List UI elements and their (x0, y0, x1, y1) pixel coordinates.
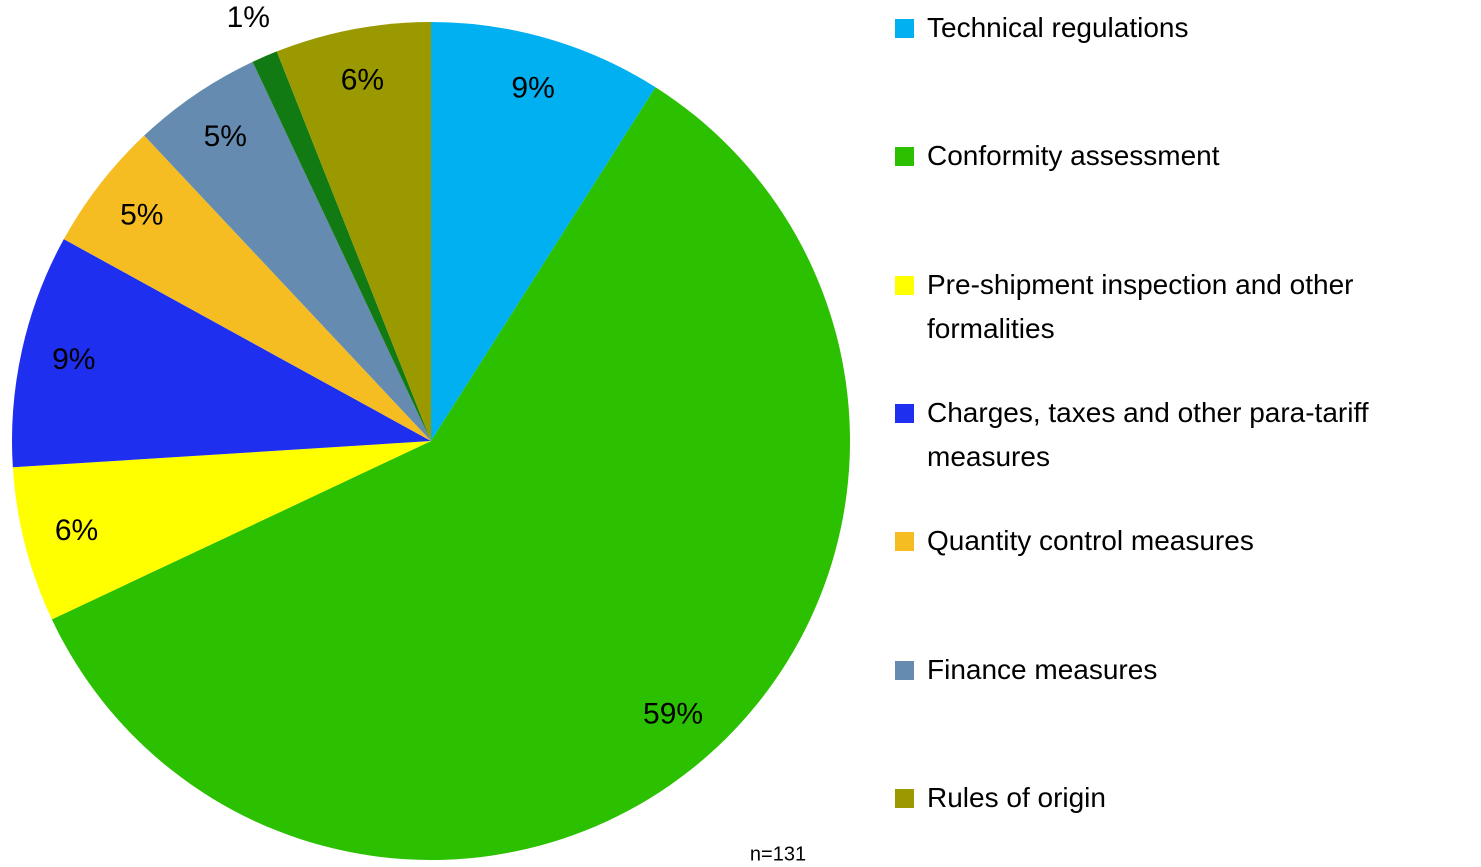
data-label: 1% (227, 1, 270, 34)
legend-entry: Pre-shipment inspection and other formal… (895, 263, 1455, 351)
legend-entry: Conformity assessment (895, 134, 1455, 178)
legend-entry: Finance measures (895, 648, 1455, 692)
pie-slice (63, 135, 431, 442)
legend-swatch (895, 660, 914, 680)
data-label: 9% (52, 343, 95, 376)
legend-swatch (895, 403, 914, 423)
legend-entry: Charges, taxes and other para-tariff mea… (895, 391, 1455, 479)
pie-slice (12, 441, 431, 620)
legend-label: Charges, taxes and other para-tariff mea… (927, 396, 1369, 472)
data-label: 5% (120, 199, 163, 232)
data-label: 6% (341, 63, 384, 96)
annotation: n=131 (750, 843, 806, 865)
legend-label: Quantity control measures (927, 525, 1254, 557)
pie-slice (276, 22, 431, 441)
legend-entry: Quantity control measures (895, 519, 1455, 563)
legend-label: Pre-shipment inspection and other formal… (927, 268, 1354, 344)
legend-swatch (895, 19, 914, 38)
legend-entry: Technical regulations (895, 6, 1455, 50)
pie-slice (252, 51, 431, 442)
data-label: 59% (643, 697, 703, 730)
legend-entry: Rules of origin (895, 776, 1455, 820)
legend-label: Conformity assessment (927, 140, 1220, 172)
legend-swatch (895, 788, 914, 808)
data-label: 5% (204, 120, 247, 153)
data-label: 6% (55, 514, 98, 547)
pie-slice (431, 22, 656, 441)
pie-slice (144, 61, 432, 441)
legend-label: Rules of origin (927, 781, 1106, 813)
pie-slice (11, 239, 431, 468)
legend-swatch (895, 532, 914, 552)
legend-swatch (895, 147, 914, 167)
pie-slice (51, 87, 850, 860)
data-label: 9% (511, 71, 554, 104)
legend-label: Finance measures (927, 653, 1158, 685)
legend-swatch (895, 275, 914, 295)
legend-label: Technical regulations (927, 12, 1189, 43)
